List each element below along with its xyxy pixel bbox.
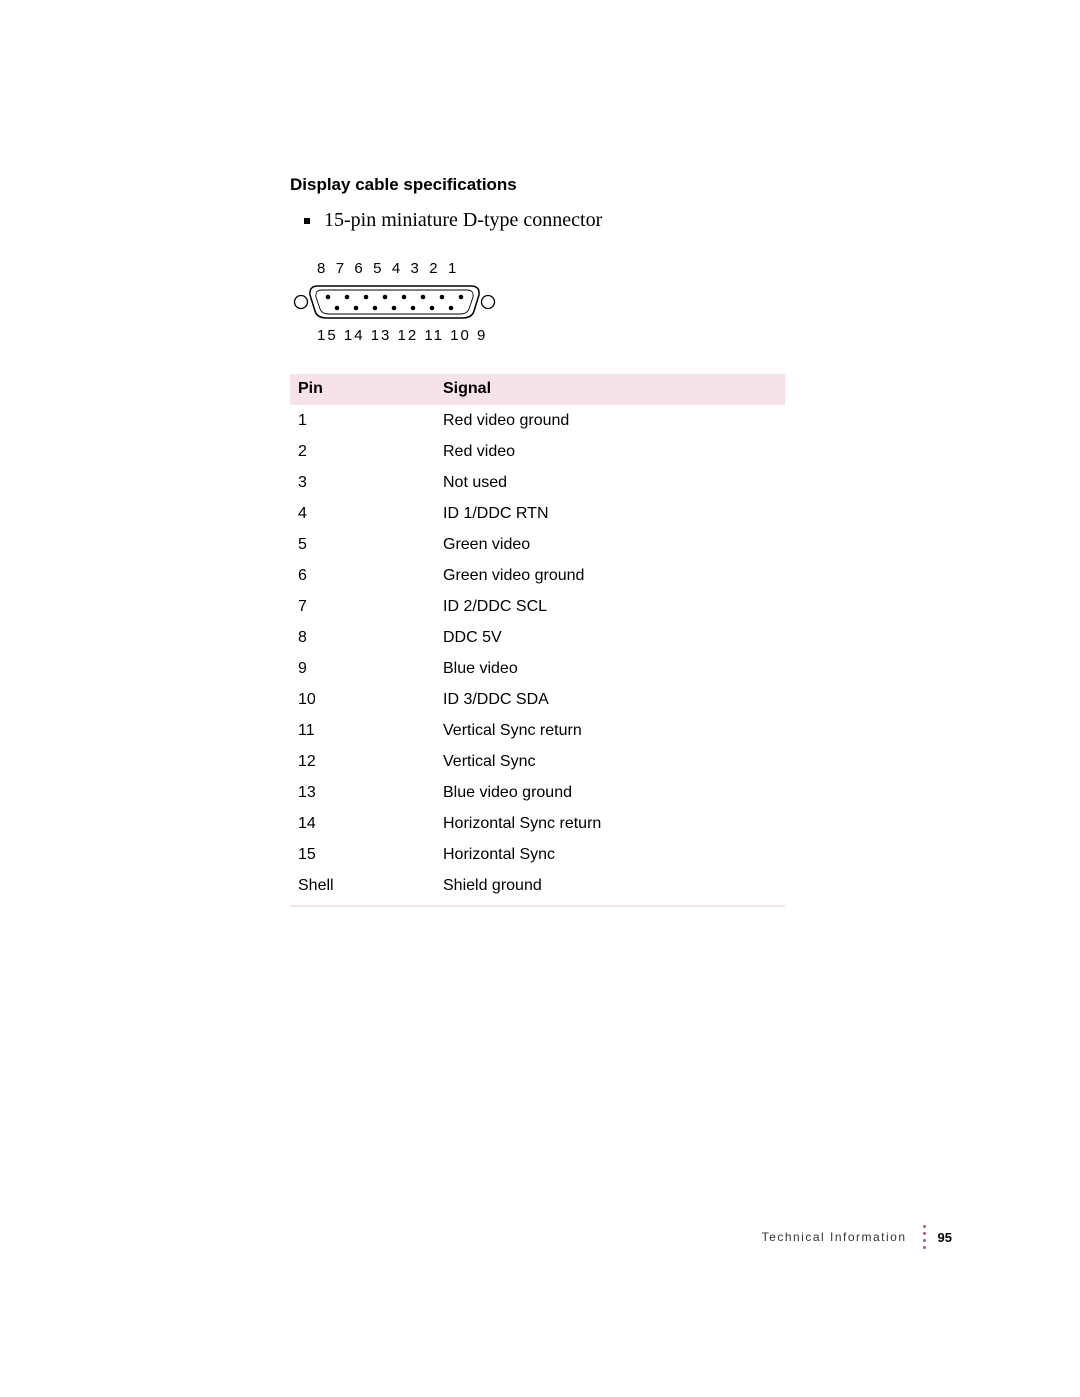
- table-row: 1Red video ground: [290, 405, 785, 436]
- cell-signal: Green video ground: [443, 567, 777, 585]
- cell-pin: 7: [298, 598, 443, 616]
- cell-pin: 6: [298, 567, 443, 585]
- pin-top-row: [326, 295, 464, 300]
- cell-signal: Red video: [443, 443, 777, 461]
- cell-signal: ID 3/DDC SDA: [443, 691, 777, 709]
- cell-signal: ID 2/DDC SCL: [443, 598, 777, 616]
- section-heading: Display cable specifications: [290, 175, 940, 195]
- pinout-table: Pin Signal 1Red video ground2Red video3N…: [290, 374, 785, 907]
- table-row: 13Blue video ground: [290, 777, 785, 808]
- cell-signal: Horizontal Sync return: [443, 815, 777, 833]
- cell-pin: 3: [298, 474, 443, 492]
- table-header-signal: Signal: [443, 380, 777, 398]
- cell-signal: Green video: [443, 536, 777, 554]
- table-bottom-rule: [290, 905, 785, 907]
- cell-pin: 4: [298, 505, 443, 523]
- connector-top-pin-labels: 8 7 6 5 4 3 2 1: [317, 260, 492, 277]
- table-row: 12Vertical Sync: [290, 746, 785, 777]
- table-header-pin: Pin: [298, 380, 443, 398]
- cell-signal: Horizontal Sync: [443, 846, 777, 864]
- pin-bottom-row: [335, 306, 454, 311]
- page: Display cable specifications 15-pin mini…: [0, 0, 1080, 1397]
- cell-pin: 2: [298, 443, 443, 461]
- cell-signal: Not used: [443, 474, 777, 492]
- table-body: 1Red video ground2Red video3Not used4ID …: [290, 405, 785, 901]
- table-row: 11Vertical Sync return: [290, 715, 785, 746]
- table-row: 8DDC 5V: [290, 622, 785, 653]
- cell-pin: Shell: [298, 877, 443, 895]
- cell-pin: 12: [298, 753, 443, 771]
- footer-dots-icon: [923, 1225, 926, 1249]
- bullet-square-icon: [304, 218, 310, 224]
- table-row: 9Blue video: [290, 653, 785, 684]
- cell-signal: Vertical Sync return: [443, 722, 777, 740]
- cell-pin: 9: [298, 660, 443, 678]
- table-row: 5Green video: [290, 529, 785, 560]
- table-row: 10ID 3/DDC SDA: [290, 684, 785, 715]
- table-row: 7ID 2/DDC SCL: [290, 591, 785, 622]
- page-footer: Technical Information 95: [762, 1225, 952, 1249]
- table-row: 15Horizontal Sync: [290, 839, 785, 870]
- footer-page-number: 95: [938, 1230, 952, 1245]
- d-shell-inner-icon: [316, 290, 473, 314]
- cell-signal: Blue video: [443, 660, 777, 678]
- table-row: 3Not used: [290, 467, 785, 498]
- cell-pin: 14: [298, 815, 443, 833]
- cell-pin: 5: [298, 536, 443, 554]
- cell-pin: 8: [298, 629, 443, 647]
- cell-pin: 15: [298, 846, 443, 864]
- connector-svg: [292, 283, 497, 321]
- cell-signal: Shield ground: [443, 877, 777, 895]
- screw-hole-right-icon: [482, 296, 495, 309]
- cell-signal: Blue video ground: [443, 784, 777, 802]
- bullet-text: 15-pin miniature D-type connector: [324, 209, 602, 232]
- table-row: 4ID 1/DDC RTN: [290, 498, 785, 529]
- cell-signal: Vertical Sync: [443, 753, 777, 771]
- cell-pin: 10: [298, 691, 443, 709]
- table-row: 14Horizontal Sync return: [290, 808, 785, 839]
- cell-pin: 1: [298, 412, 443, 430]
- table-row: 6Green video ground: [290, 560, 785, 591]
- d-shell-outer-icon: [310, 286, 479, 318]
- cell-pin: 11: [298, 722, 443, 740]
- connector-diagram: 8 7 6 5 4 3 2 1: [292, 260, 492, 344]
- cell-pin: 13: [298, 784, 443, 802]
- bullet-item: 15-pin miniature D-type connector: [304, 209, 940, 232]
- table-row: 2Red video: [290, 436, 785, 467]
- cell-signal: Red video ground: [443, 412, 777, 430]
- footer-section-label: Technical Information: [762, 1230, 907, 1244]
- connector-bottom-pin-labels: 15 14 13 12 11 10 9: [317, 327, 492, 344]
- cell-signal: DDC 5V: [443, 629, 777, 647]
- table-header-row: Pin Signal: [290, 374, 785, 405]
- screw-hole-left-icon: [295, 296, 308, 309]
- cell-signal: ID 1/DDC RTN: [443, 505, 777, 523]
- table-row: ShellShield ground: [290, 870, 785, 901]
